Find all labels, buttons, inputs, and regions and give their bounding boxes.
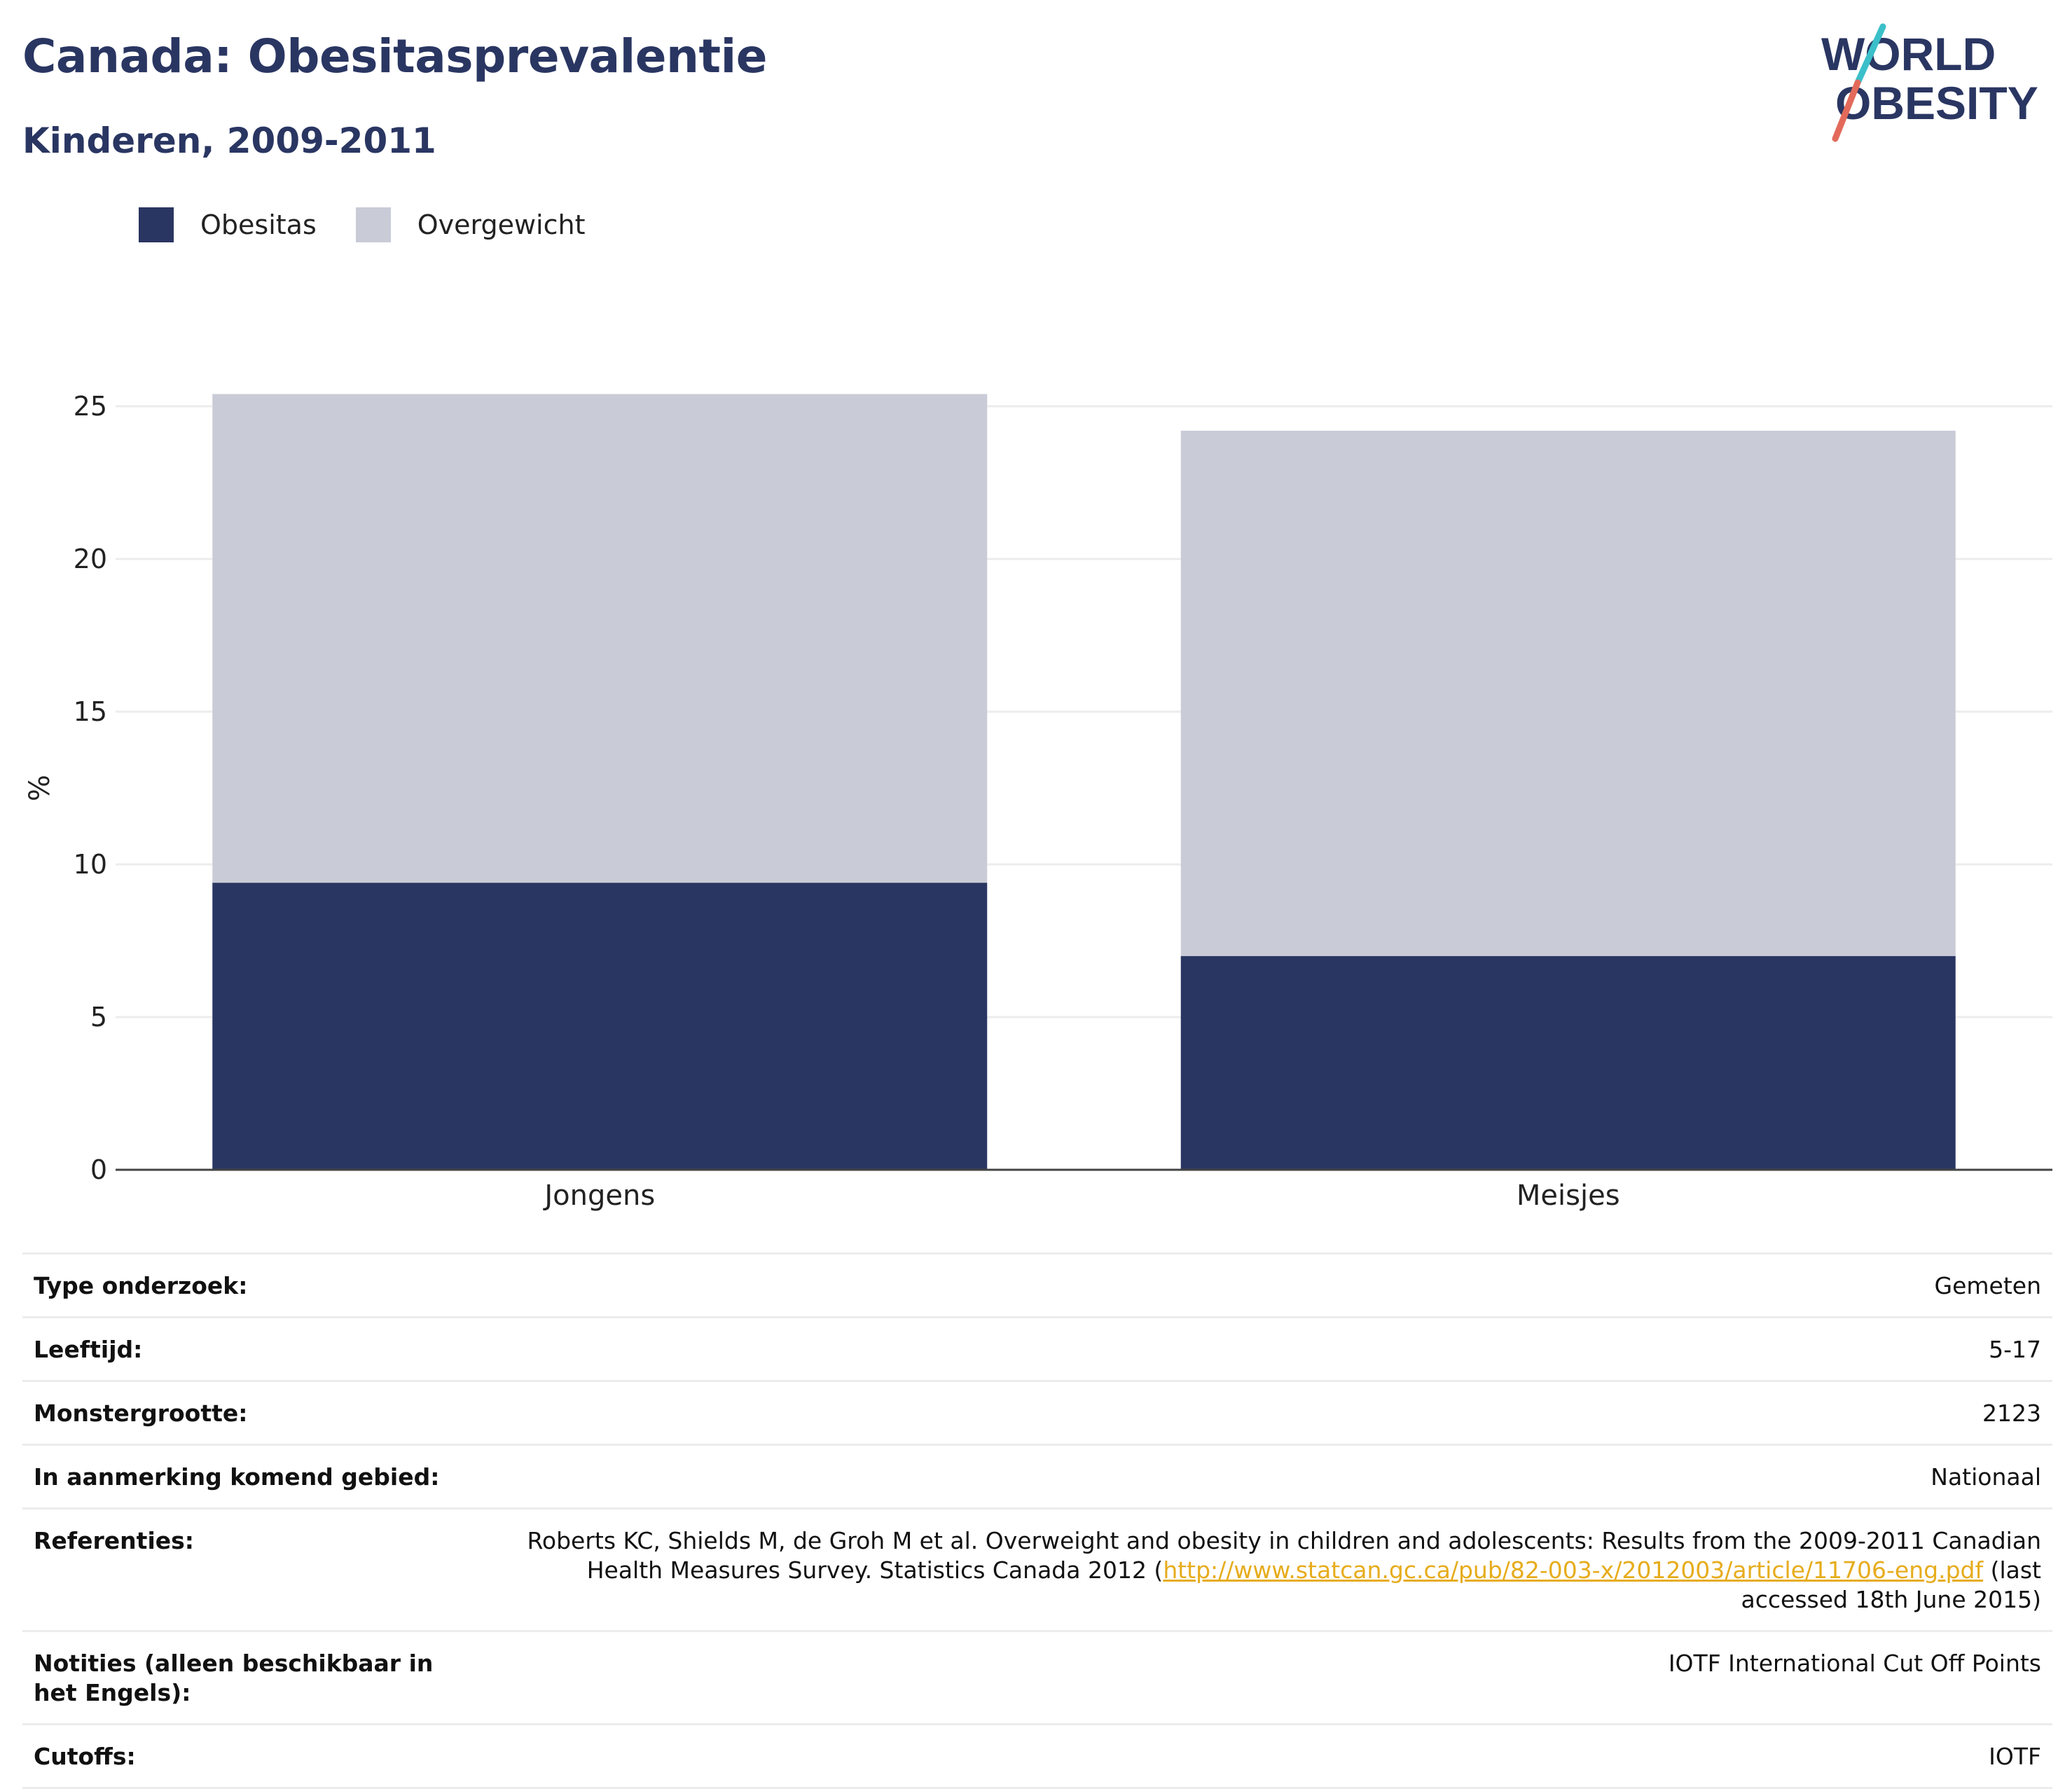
x-tick-label: Jongens (542, 1180, 655, 1212)
y-tick-label: 10 (74, 849, 107, 880)
y-axis-label: % (24, 775, 56, 801)
legend-swatch-obesitas (139, 207, 174, 242)
svg-text:WORLD: WORLD (1821, 28, 1996, 80)
legend-item-obesitas: Obesitas (139, 207, 317, 242)
y-tick-label: 5 (90, 1002, 107, 1032)
legend-label: Overgewicht (417, 209, 586, 240)
info-label: Leeftijd: (22, 1316, 465, 1381)
reference-text-after: (last accessed 18th June 2015) (1741, 1556, 2041, 1613)
reference-text: Roberts KC, Shields M, de Groh M et al. … (465, 1507, 2052, 1631)
table-row: Referenties: Roberts KC, Shields M, de G… (22, 1507, 2052, 1631)
bar-overgewicht-jongens (212, 394, 988, 883)
legend-item-overgewicht: Overgewicht (355, 207, 586, 242)
info-value: IOTF (465, 1723, 2052, 1789)
legend-label: Obesitas (200, 209, 317, 240)
stacked-bar-chart: 0 5 10 15 20 25% Jongens Meisjes (24, 391, 2052, 1212)
bar-obesitas-jongens (212, 883, 988, 1170)
y-tick-label: 0 (90, 1154, 107, 1185)
info-label: In aanmerking komend gebied: (22, 1444, 465, 1509)
y-tick-label: 20 (74, 544, 107, 574)
legend-swatch-overgewicht (355, 207, 391, 242)
y-tick-label: 15 (74, 696, 107, 727)
info-label: Monstergrootte: (22, 1380, 465, 1445)
info-value: Gemeten (465, 1252, 2052, 1318)
info-value: IOTF International Cut Off Points (465, 1630, 2052, 1725)
x-tick-label: Meisjes (1517, 1180, 1620, 1212)
info-label: Type onderzoek: (22, 1252, 465, 1318)
world-obesity-logo: WORLD OBESITY (1821, 23, 2038, 142)
page-subtitle: Kinderen, 2009-2011 (22, 120, 436, 161)
page-title: Canada: Obesitasprevalentie (22, 29, 767, 83)
info-value: 2123 (465, 1380, 2052, 1445)
table-row: Leeftijd: 5-17 (22, 1316, 2052, 1381)
info-label: Referenties: (22, 1507, 465, 1631)
info-value: 5-17 (465, 1316, 2052, 1381)
reference-link[interactable]: http://www.statcan.gc.ca/pub/82-003-x/20… (1163, 1556, 1984, 1584)
reference-text-before: Roberts KC, Shields M, de Groh M et al. … (527, 1527, 2041, 1584)
table-row: In aanmerking komend gebied: Nationaal (22, 1444, 2052, 1509)
info-table: Type onderzoek: Gemeten Leeftijd: 5-17 M… (22, 1252, 2052, 1789)
svg-text:OBESITY: OBESITY (1835, 77, 2038, 129)
info-label: Cutoffs: (22, 1723, 465, 1789)
table-row: Notities (alleen beschikbaar in het Enge… (22, 1630, 2052, 1725)
info-value: Nationaal (465, 1444, 2052, 1509)
table-row: Monstergrootte: 2123 (22, 1380, 2052, 1445)
info-label: Notities (alleen beschikbaar in het Enge… (22, 1630, 465, 1725)
bar-obesitas-meisjes (1180, 955, 1956, 1170)
table-row: Type onderzoek: Gemeten (22, 1252, 2052, 1318)
bar-overgewicht-meisjes (1180, 430, 1956, 956)
chart-legend: Obesitas Overgewicht (139, 207, 625, 242)
table-row: Cutoffs: IOTF (22, 1723, 2052, 1789)
y-tick-label: 25 (74, 391, 107, 422)
